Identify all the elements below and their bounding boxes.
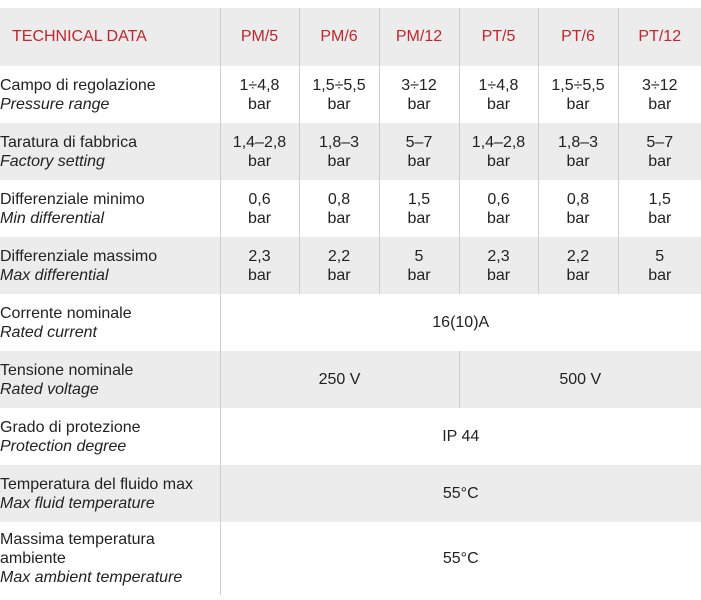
- cell: 1,8–3 bar: [537, 123, 618, 180]
- col-header-pt12: PT/12: [617, 8, 701, 66]
- table-title: TECHNICAL DATA: [0, 8, 220, 66]
- row-rated-current: Corrente nominale Rated current 16(10)A: [0, 294, 701, 351]
- cell: 1,5÷5,5 bar: [298, 66, 379, 123]
- cell-voltage-pt: 500 V: [458, 351, 701, 408]
- cell: 2,3 bar: [219, 237, 299, 294]
- cell: 0,6 bar: [458, 180, 538, 237]
- cell-fluid-temperature: 55°C: [219, 465, 701, 522]
- col-header-pm5: PM/5: [219, 8, 299, 66]
- cell: 1÷4,8 bar: [458, 66, 538, 123]
- cell: 1÷4,8 bar: [219, 66, 299, 123]
- row-label: Taratura di fabbrica Factory setting: [0, 123, 220, 180]
- cell: 0,8 bar: [537, 180, 618, 237]
- row-label: Tensione nominale Rated voltage: [0, 351, 220, 408]
- row-factory-setting: Taratura di fabbrica Factory setting 1,4…: [0, 123, 701, 180]
- cell-ambient-temperature: 55°C: [219, 522, 701, 595]
- col-header-pm12: PM/12: [378, 8, 459, 66]
- cell: 1,4–2,8 bar: [219, 123, 299, 180]
- cell: 1,5 bar: [617, 180, 701, 237]
- cell: 3÷12 bar: [378, 66, 459, 123]
- technical-data-table: TECHNICAL DATA PM/5 PM/6 PM/12 PT/5 PT/6…: [0, 8, 701, 595]
- cell: 1,8–3 bar: [298, 123, 379, 180]
- row-rated-voltage: Tensione nominale Rated voltage 250 V 50…: [0, 351, 701, 408]
- header-row: TECHNICAL DATA PM/5 PM/6 PM/12 PT/5 PT/6…: [0, 8, 701, 66]
- row-min-differential: Differenziale minimo Min differential 0,…: [0, 180, 701, 237]
- row-label: Campo di regolazione Pressure range: [0, 76, 156, 113]
- row-label: Grado di protezione Protection degree: [0, 418, 141, 455]
- row-label: Temperatura del fluido max Max fluid tem…: [0, 465, 220, 522]
- row-label: Massima temperatura ambiente Max ambient…: [0, 531, 183, 586]
- cell-protection: IP 44: [219, 408, 701, 465]
- cell-voltage-pm: 250 V: [219, 351, 459, 408]
- row-ambient-temperature: Massima temperatura ambiente Max ambient…: [0, 522, 701, 595]
- cell: 2,2 bar: [298, 237, 379, 294]
- row-pressure-range: Campo di regolazione Pressure range 1÷4,…: [0, 66, 701, 123]
- cell: 1,5÷5,5 bar: [537, 66, 618, 123]
- cell: 5 bar: [378, 237, 459, 294]
- row-protection-degree: Grado di protezione Protection degree IP…: [0, 408, 701, 465]
- cell: 0,8 bar: [298, 180, 379, 237]
- cell: 2,3 bar: [458, 237, 538, 294]
- cell: 3÷12 bar: [617, 66, 701, 123]
- row-label: Corrente nominale Rated current: [0, 304, 132, 341]
- col-header-pt5: PT/5: [458, 8, 538, 66]
- cell: 5–7 bar: [617, 123, 701, 180]
- row-label: Differenziale massimo Max differential: [0, 237, 220, 294]
- row-fluid-temperature: Temperatura del fluido max Max fluid tem…: [0, 465, 701, 522]
- col-header-pt6: PT/6: [537, 8, 618, 66]
- cell: 1,5 bar: [378, 180, 459, 237]
- cell: 2,2 bar: [537, 237, 618, 294]
- cell: 5 bar: [617, 237, 701, 294]
- cell-rated-current: 16(10)A: [219, 294, 701, 351]
- cell: 5–7 bar: [378, 123, 459, 180]
- row-max-differential: Differenziale massimo Max differential 2…: [0, 237, 701, 294]
- cell: 1,4–2,8 bar: [458, 123, 538, 180]
- cell: 0,6 bar: [219, 180, 299, 237]
- col-header-pm6: PM/6: [298, 8, 379, 66]
- row-label: Differenziale minimo Min differential: [0, 190, 145, 227]
